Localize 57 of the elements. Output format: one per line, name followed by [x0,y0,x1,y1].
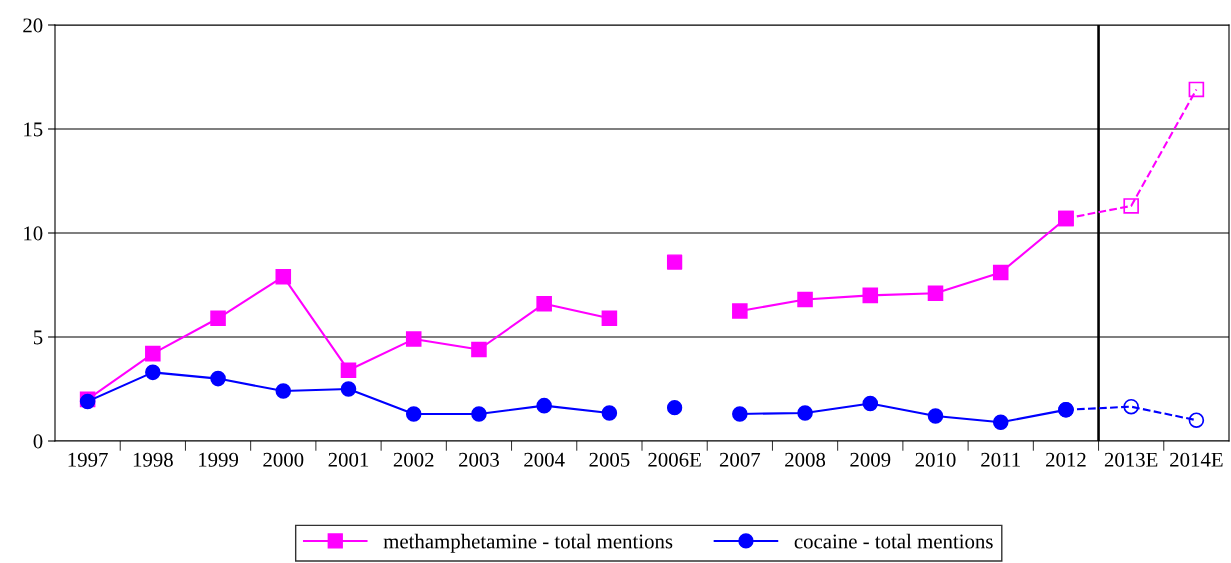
point [992,414,1009,431]
point [927,285,944,302]
point [275,268,292,285]
x-tick-label: 2007 [719,452,761,467]
point [927,408,944,424]
point [666,400,683,416]
point [992,264,1009,281]
point [340,381,357,397]
x-tick-label: 1999 [199,452,239,467]
point [471,406,487,422]
point [210,370,226,387]
point [601,405,618,421]
point [1123,398,1139,415]
x-tick-label: 2000 [263,452,304,467]
x-tick-label: 2013E [1104,452,1158,467]
x-tick-label: 2001 [328,452,369,467]
x-tick-label: 2004 [524,452,565,467]
point [1188,81,1205,98]
point [145,364,161,381]
point [536,295,552,312]
point [732,406,748,422]
y-tick-label: 20 [23,18,43,33]
x-tick-label: 2008 [785,452,826,467]
y-tick-label: 10 [24,226,43,241]
x-tick-label: 2011 [981,452,1020,467]
point [536,397,552,414]
point [275,383,292,399]
x-tick-label: 1998 [133,452,173,467]
x-tick-label: 2002 [393,452,434,467]
y-tick-label: 5 [33,330,43,345]
x-tick-label: 1997 [68,452,108,467]
y-tick-label: 15 [24,122,43,137]
legend-label: methamphetamine - total mentions [383,533,673,553]
point [1123,198,1139,214]
point [471,341,487,358]
point [210,310,226,327]
x-tick-label: 2009 [850,452,891,467]
point [1188,412,1205,428]
x-tick-label: 2005 [589,452,630,467]
x-tick-label: 2010 [915,452,956,467]
point [405,406,422,422]
point [732,303,748,319]
x-tick-label: 2014E [1170,452,1223,467]
point [340,362,357,379]
point [797,291,813,308]
x-tick-label: 2003 [459,452,499,467]
y-tick-label: 0 [33,434,43,449]
point [862,395,879,412]
point [405,331,422,347]
x-tick-label: 2006E [648,452,701,467]
point [862,287,879,304]
point [145,345,161,362]
point [797,405,813,421]
point [601,310,618,327]
legend-label: cocaine - total mentions [794,533,993,549]
x-tick-label: 2012 [1046,452,1086,467]
point [666,254,683,270]
